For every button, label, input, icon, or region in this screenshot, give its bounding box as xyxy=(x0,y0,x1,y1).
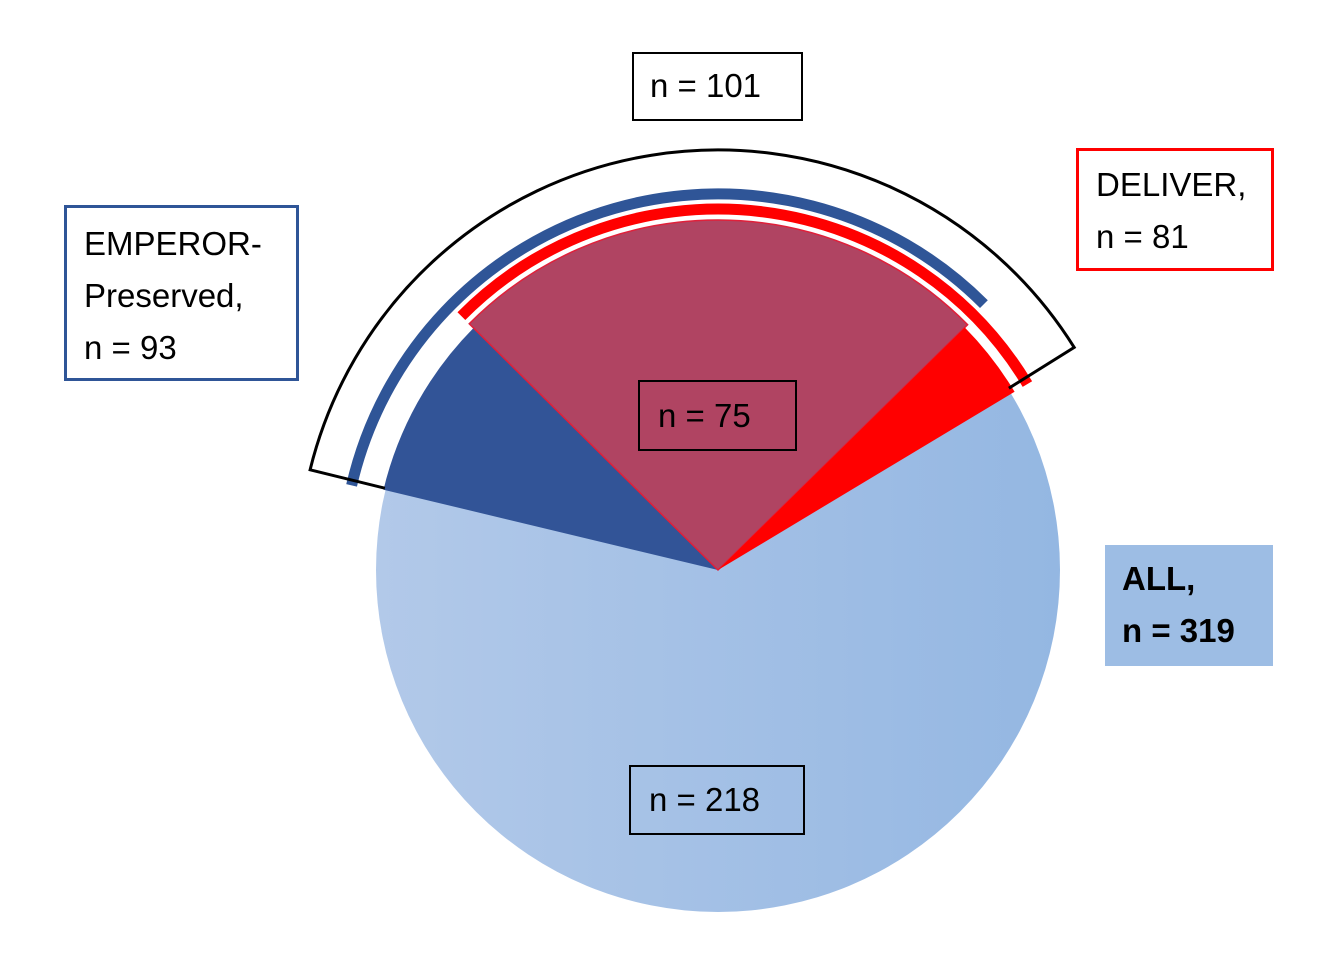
overlap-slice xyxy=(468,219,969,572)
deliver-label: DELIVER, n = 81 xyxy=(1076,148,1274,271)
emperor-slice xyxy=(383,328,718,570)
label-line: DELIVER, xyxy=(1096,166,1247,203)
label-line: n = 101 xyxy=(650,67,762,104)
rest-label: n = 218 xyxy=(629,765,805,835)
union-arc xyxy=(308,148,1077,490)
all-label: ALL, n = 319 xyxy=(1105,545,1273,666)
label-line: ALL, xyxy=(1122,560,1196,597)
label-line: n = 81 xyxy=(1096,218,1189,255)
emperor-label: EMPEROR- Preserved, n = 93 xyxy=(64,205,299,381)
union-label: n = 101 xyxy=(632,52,803,121)
deliver-slice xyxy=(718,327,1015,570)
label-line: n = 75 xyxy=(658,397,751,434)
overlap-label: n = 75 xyxy=(638,380,797,451)
label-line: Preserved, xyxy=(84,277,244,314)
label-line: EMPEROR- xyxy=(84,225,262,262)
label-line: n = 319 xyxy=(1122,612,1235,649)
label-line: n = 93 xyxy=(84,329,177,366)
label-line: n = 218 xyxy=(649,781,761,818)
emperor-arc xyxy=(346,188,988,487)
deliver-arc xyxy=(457,203,1033,387)
